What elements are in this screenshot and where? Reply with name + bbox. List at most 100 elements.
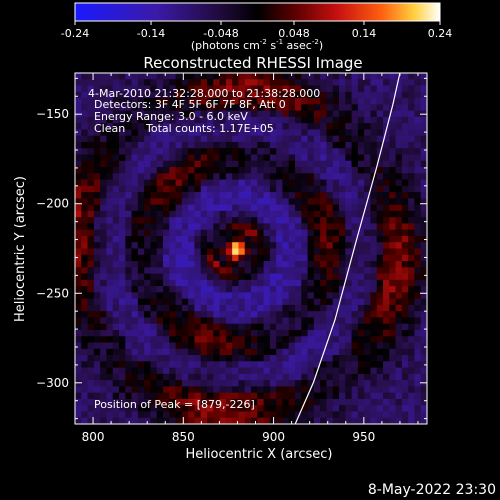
heatmap-cell <box>295 85 302 93</box>
heatmap-cell <box>420 160 427 168</box>
heatmap-cell <box>200 279 208 287</box>
heatmap-cell <box>364 129 372 137</box>
heatmap-cell <box>276 267 284 275</box>
heatmap-cell <box>75 405 82 413</box>
heatmap-cell <box>112 386 120 394</box>
heatmap-cell <box>276 79 284 87</box>
heatmap-cell <box>100 329 108 337</box>
heatmap-cell <box>175 248 183 256</box>
heatmap-cell <box>408 311 416 319</box>
heatmap-cell <box>244 160 252 168</box>
heatmap-cell <box>81 323 89 331</box>
heatmap-cell <box>188 355 196 362</box>
heatmap-cell <box>131 148 139 156</box>
heatmap-cell <box>87 73 95 80</box>
heatmap-cell <box>131 229 139 237</box>
heatmap-cell <box>100 348 108 356</box>
heatmap-cell <box>181 411 189 419</box>
heatmap-cell <box>238 373 246 381</box>
heatmap-cell <box>238 267 246 275</box>
heatmap-cell <box>288 229 296 237</box>
heatmap-cell <box>282 248 290 256</box>
heatmap-cell <box>364 223 372 231</box>
heatmap-cell <box>251 235 258 243</box>
heatmap-cell <box>351 386 359 394</box>
heatmap-cell <box>351 79 359 87</box>
heatmap-cell <box>81 85 89 93</box>
heatmap-cell <box>188 148 196 156</box>
heatmap-cell <box>225 254 233 262</box>
heatmap-cell <box>238 405 246 413</box>
heatmap-cell <box>225 73 233 80</box>
heatmap-cell <box>408 348 416 356</box>
heatmap-cell <box>389 116 397 124</box>
heatmap-cell <box>75 173 82 181</box>
heatmap-cell <box>251 104 258 112</box>
heatmap-cell <box>263 329 271 337</box>
heatmap-cell <box>269 204 277 212</box>
heatmap-cell <box>225 348 233 356</box>
heatmap-cell <box>100 135 108 143</box>
heatmap-cell <box>295 267 302 275</box>
heatmap-cell <box>383 292 390 300</box>
heatmap-cell <box>169 361 177 369</box>
heatmap-cell <box>125 348 133 356</box>
heatmap-cell <box>395 185 403 193</box>
heatmap-cell <box>339 73 346 80</box>
heatmap-cell <box>326 373 334 381</box>
heatmap-cell <box>420 336 427 344</box>
heatmap-cell <box>87 311 95 319</box>
heatmap-cell <box>106 273 114 281</box>
heatmap-cell <box>401 192 409 199</box>
heatmap-cell <box>93 154 101 162</box>
heatmap-cell <box>125 79 133 87</box>
heatmap-cell <box>219 104 227 112</box>
heatmap-cell <box>320 192 328 199</box>
heatmap-cell <box>376 210 384 218</box>
heatmap-cell <box>150 160 158 168</box>
heatmap-cell <box>207 141 214 149</box>
heatmap-cell <box>188 116 196 124</box>
heatmap-cell <box>332 242 340 250</box>
heatmap-cell <box>351 148 359 156</box>
heatmap-cell <box>376 355 384 362</box>
heatmap-cell <box>401 386 409 394</box>
heatmap-cell <box>207 210 214 218</box>
heatmap-cell <box>326 242 334 250</box>
heatmap-cell <box>219 254 227 262</box>
heatmap-cell <box>163 135 170 143</box>
heatmap-cell <box>87 79 95 87</box>
heatmap-cell <box>257 217 265 225</box>
heatmap-cell <box>332 154 340 162</box>
heatmap-cell <box>408 179 416 187</box>
heatmap-cell <box>125 417 133 424</box>
heatmap-cell <box>213 198 221 206</box>
heatmap-cell <box>370 298 378 306</box>
heatmap-cell <box>175 261 183 268</box>
heatmap-cell <box>339 254 346 262</box>
heatmap-cell <box>137 279 145 287</box>
heatmap-cell <box>150 267 158 275</box>
heatmap-cell <box>194 298 202 306</box>
heatmap-cell <box>137 392 145 400</box>
heatmap-cell <box>112 267 120 275</box>
heatmap-cell <box>288 235 296 243</box>
heatmap-cell <box>313 348 321 356</box>
heatmap-cell <box>100 85 108 93</box>
heatmap-cell <box>320 261 328 268</box>
heatmap-cell <box>389 167 397 174</box>
heatmap-cell <box>332 248 340 256</box>
heatmap-cell <box>357 298 365 306</box>
heatmap-cell <box>87 342 95 350</box>
heatmap-cell <box>244 148 252 156</box>
heatmap-cell <box>301 254 309 262</box>
heatmap-cell <box>137 223 145 231</box>
heatmap-cell <box>376 192 384 199</box>
heatmap-cell <box>175 417 183 424</box>
heatmap-cell <box>181 79 189 87</box>
heatmap-cell <box>383 73 390 80</box>
heatmap-cell <box>225 273 233 281</box>
heatmap-cell <box>238 104 246 112</box>
heatmap-cell <box>87 304 95 312</box>
heatmap-cell <box>357 198 365 206</box>
